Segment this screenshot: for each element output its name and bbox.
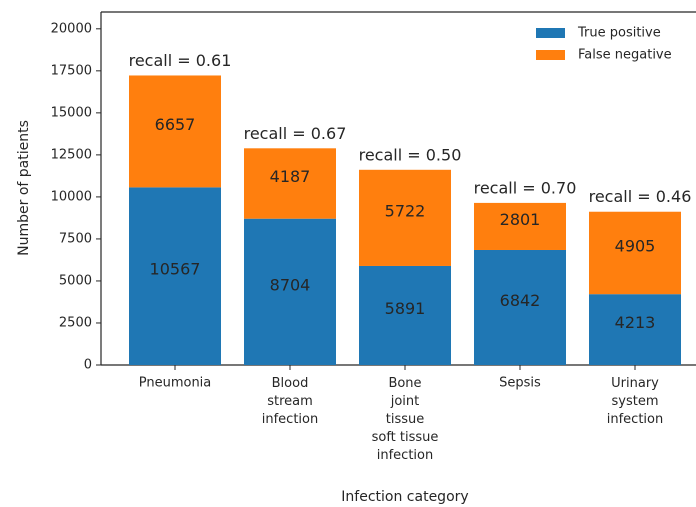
- value-label: 4213: [615, 313, 656, 332]
- y-tick-label: 20000: [51, 21, 92, 36]
- y-tick-label: 5000: [59, 273, 92, 288]
- bar-segment: [244, 148, 336, 219]
- x-tick-label: Urinary system infection: [607, 376, 663, 427]
- bar-segment: [474, 249, 566, 365]
- bar-segment: [129, 75, 221, 188]
- bar-segment: [129, 187, 221, 365]
- x-tick-label: Bone joint tissue soft tissue infection: [372, 376, 439, 463]
- value-label: 4905: [615, 236, 656, 255]
- y-tick-label: 10000: [51, 189, 92, 204]
- y-tick-label: 0: [84, 358, 92, 373]
- y-tick-label: 12500: [51, 147, 92, 162]
- x-tick-label: Pneumonia: [139, 376, 212, 391]
- annotation: recall = 0.70: [474, 178, 577, 197]
- bar-segment: [589, 294, 681, 365]
- x-tick-label: Blood stream infection: [262, 376, 318, 427]
- value-label: 6842: [500, 291, 541, 310]
- x-axis-label: Infection category: [341, 489, 468, 505]
- value-label: 4187: [270, 167, 311, 186]
- value-label: 6657: [155, 115, 196, 134]
- legend-swatch: [536, 28, 565, 38]
- annotation: recall = 0.61: [129, 51, 232, 70]
- bar-segment: [244, 218, 336, 365]
- annotation: recall = 0.50: [359, 145, 462, 164]
- value-label: 5891: [385, 299, 426, 318]
- legend-swatch: [536, 50, 565, 60]
- bar-segment: [589, 211, 681, 295]
- y-tick-label: 17500: [51, 63, 92, 78]
- annotation: recall = 0.67: [244, 124, 347, 143]
- y-tick-label: 7500: [59, 231, 92, 246]
- legend-label: True positive: [577, 26, 661, 41]
- y-tick-label: 15000: [51, 105, 92, 120]
- y-axis-label: Number of patients: [16, 120, 32, 256]
- x-tick-label: Sepsis: [499, 376, 541, 391]
- bar-segment: [359, 265, 451, 365]
- y-tick-label: 2500: [59, 315, 92, 330]
- value-label: 2801: [500, 210, 541, 229]
- bar-segment: [474, 202, 566, 250]
- annotation: recall = 0.46: [589, 187, 692, 206]
- bar-segment: [359, 169, 451, 266]
- value-label: 10567: [150, 260, 201, 279]
- value-label: 8704: [270, 275, 311, 294]
- value-label: 5722: [385, 201, 426, 220]
- legend-label: False negative: [578, 48, 672, 63]
